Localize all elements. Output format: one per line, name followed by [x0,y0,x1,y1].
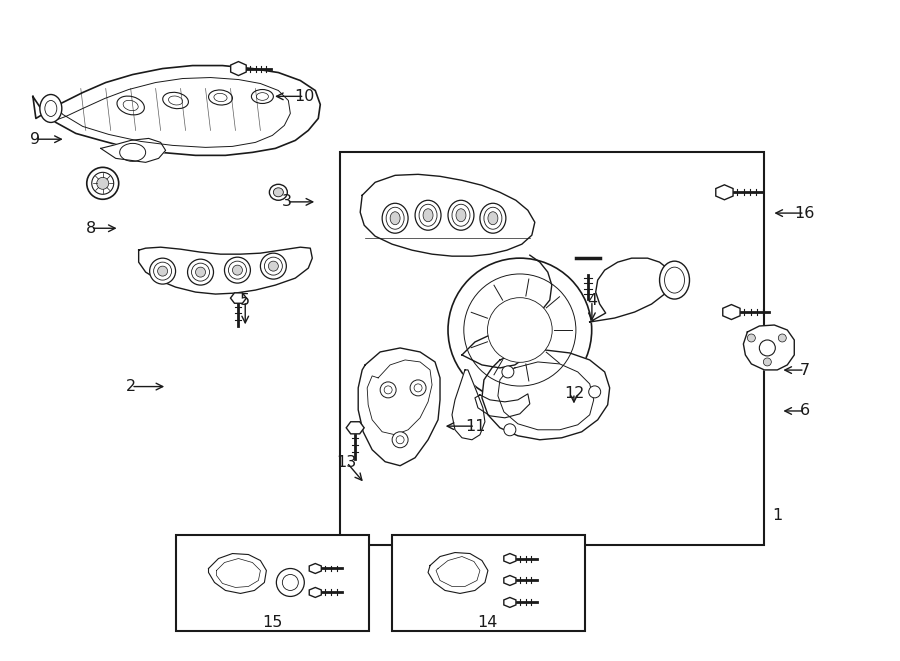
Polygon shape [743,325,795,370]
Polygon shape [504,553,516,564]
Ellipse shape [390,212,400,225]
Ellipse shape [224,257,250,283]
Circle shape [778,334,787,342]
Text: 8: 8 [86,221,96,236]
Ellipse shape [229,261,247,279]
Text: 14: 14 [478,615,498,629]
Text: 10: 10 [294,89,315,104]
Circle shape [488,297,553,362]
Ellipse shape [40,95,62,122]
Text: 3: 3 [282,194,292,210]
Ellipse shape [158,266,167,276]
Text: 1: 1 [773,508,783,523]
Ellipse shape [274,188,284,197]
Text: 16: 16 [795,206,815,221]
Text: 9: 9 [30,132,40,147]
Polygon shape [360,175,535,256]
Ellipse shape [423,209,433,221]
Text: 2: 2 [126,379,136,394]
Text: 13: 13 [337,455,356,470]
Ellipse shape [452,204,470,226]
Text: 4: 4 [587,293,597,308]
Polygon shape [428,553,488,594]
Polygon shape [310,564,321,574]
Polygon shape [716,185,733,200]
Polygon shape [504,576,516,586]
Ellipse shape [154,262,172,280]
Ellipse shape [232,265,242,275]
Ellipse shape [488,212,498,225]
Text: 12: 12 [563,385,584,401]
Polygon shape [723,305,740,319]
Text: 5: 5 [240,293,250,308]
Circle shape [464,274,576,386]
Polygon shape [590,258,671,322]
Ellipse shape [448,200,474,230]
Polygon shape [230,61,247,75]
Ellipse shape [92,173,113,194]
Text: 7: 7 [800,363,810,377]
Ellipse shape [480,204,506,233]
Ellipse shape [149,258,176,284]
Ellipse shape [86,167,119,199]
Ellipse shape [96,177,109,189]
Polygon shape [346,422,364,434]
Circle shape [763,358,771,366]
Bar [340,153,764,545]
Polygon shape [230,293,247,303]
Polygon shape [482,350,609,440]
Circle shape [392,432,408,447]
Polygon shape [310,588,321,598]
Polygon shape [139,247,312,294]
Ellipse shape [382,204,408,233]
Ellipse shape [195,267,205,277]
Circle shape [589,386,600,398]
Text: 11: 11 [465,418,485,434]
Polygon shape [475,394,530,418]
Ellipse shape [187,259,213,285]
Ellipse shape [484,208,502,229]
Circle shape [448,258,591,402]
Circle shape [747,334,755,342]
Polygon shape [33,65,320,155]
Text: 6: 6 [800,403,810,418]
Polygon shape [462,333,527,368]
Ellipse shape [269,184,287,200]
Polygon shape [504,598,516,607]
Polygon shape [358,348,440,466]
Circle shape [502,366,514,378]
Ellipse shape [260,253,286,279]
Ellipse shape [265,257,283,275]
Circle shape [410,380,426,396]
Text: 15: 15 [262,615,283,629]
Ellipse shape [415,200,441,230]
Ellipse shape [386,208,404,229]
Ellipse shape [660,261,689,299]
Ellipse shape [192,263,210,281]
Bar [176,535,369,631]
Polygon shape [101,138,166,163]
Bar [392,535,585,631]
Circle shape [380,382,396,398]
Ellipse shape [268,261,278,271]
Ellipse shape [456,209,466,221]
Ellipse shape [419,204,437,226]
Polygon shape [452,370,485,440]
Polygon shape [209,553,266,594]
Circle shape [276,568,304,596]
Circle shape [504,424,516,436]
